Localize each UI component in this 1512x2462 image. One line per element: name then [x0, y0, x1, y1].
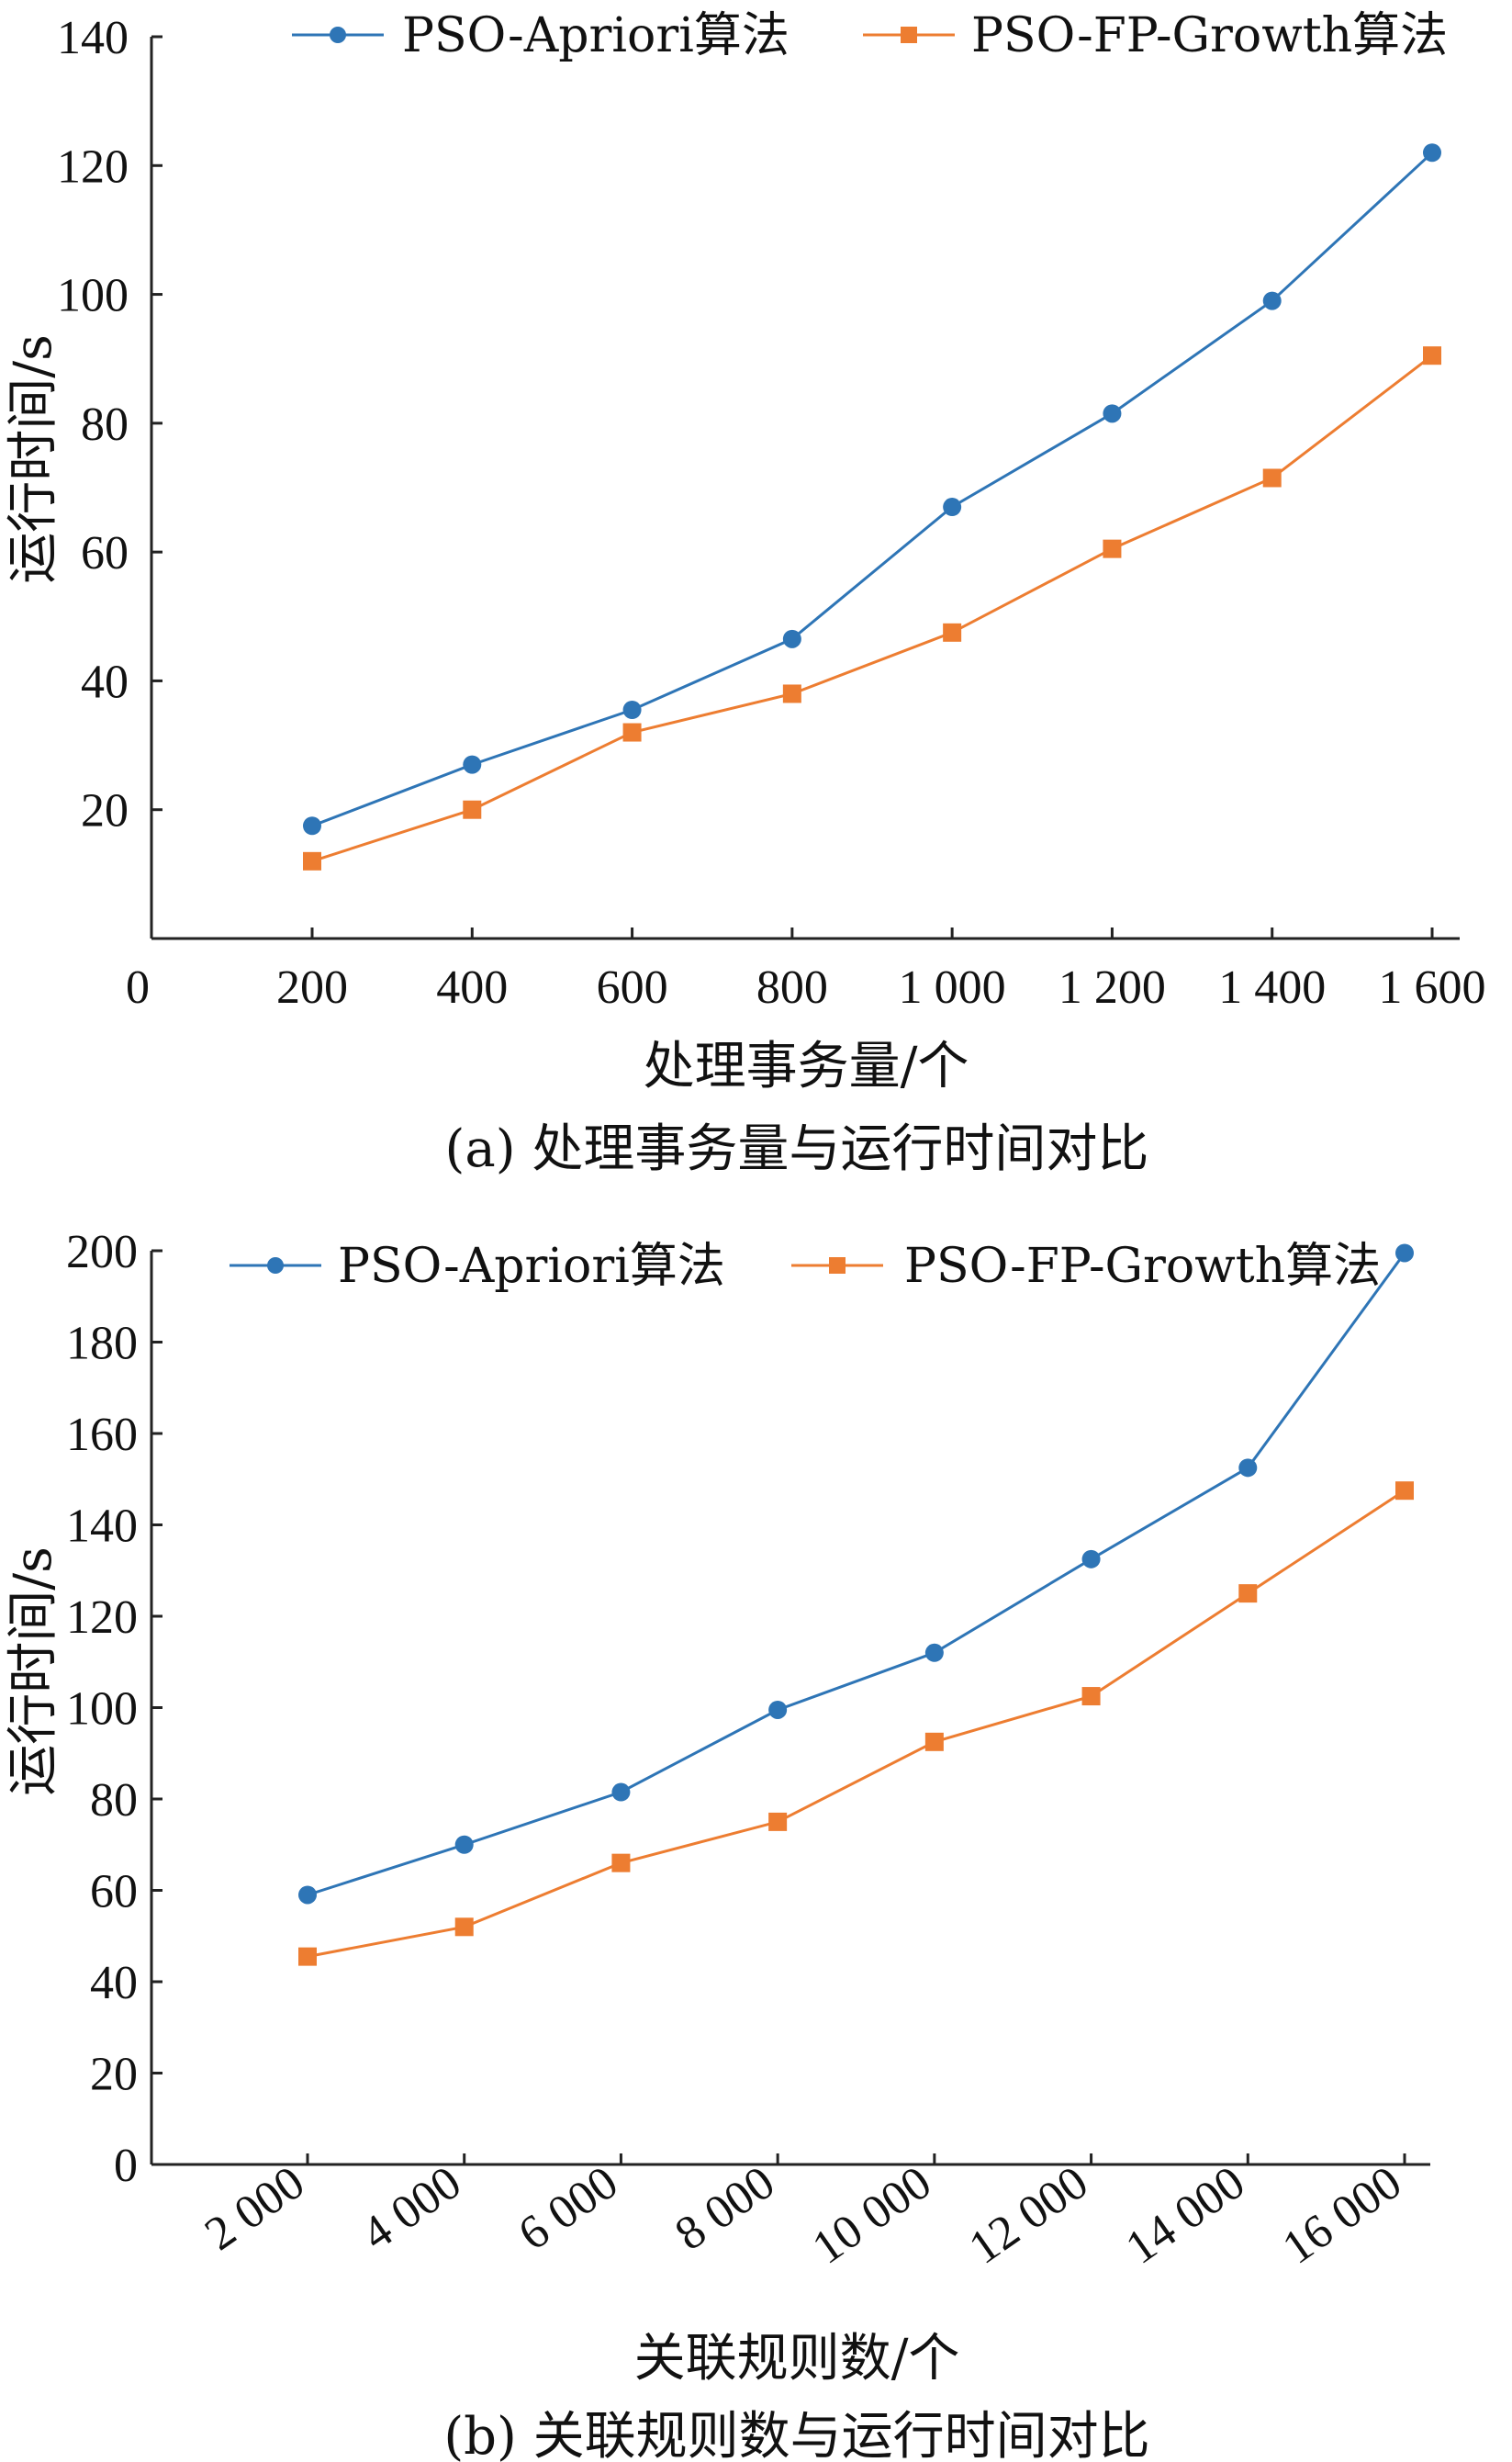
- chart-a: PSO-Apriori算法 PSO-FP-Growth算法 20 40 60 80 10…: [4, 8, 1486, 1179]
- chart-b-legend: PSO-Apriori算法 PSO-FP-Growth算法: [230, 1239, 1381, 1294]
- fpgrowth-point: [1238, 1584, 1258, 1603]
- x-tick-label: 14 000: [1116, 2156, 1254, 2275]
- y-tick-label: 80: [90, 1774, 138, 1827]
- y-tick-label: 60: [81, 527, 129, 579]
- x-tick-label: 12 000: [960, 2156, 1098, 2275]
- fpgrowth-point: [454, 1917, 474, 1937]
- apriori-point: [622, 700, 642, 719]
- x-tick-label: 8 000: [666, 2156, 784, 2261]
- chart-a-y-ticks: 20 40 60 80 100 120 140: [57, 12, 162, 838]
- legend-fpgrowth-label: PSO-FP-Growth算法: [971, 8, 1448, 63]
- apriori-point: [943, 498, 962, 517]
- x-tick-label: 1 600: [1379, 961, 1486, 1014]
- series-line-apriori: [307, 1252, 1406, 1896]
- y-tick-label: 140: [66, 1501, 138, 1553]
- chart-a-x-axis-title: 处理事务量/个: [644, 1037, 969, 1096]
- apriori-point: [454, 1835, 474, 1854]
- apriori-point: [1238, 1458, 1258, 1478]
- chart-b: PSO-Apriori算法 PSO-FP-Growth算法 0 20 40 60 80 1…: [4, 1226, 1430, 2462]
- x-tick-label: 600: [597, 961, 668, 1014]
- x-tick-label: 2 000: [196, 2156, 314, 2261]
- x-tick-label: 1 200: [1058, 961, 1166, 1014]
- fpgrowth-point: [463, 800, 482, 819]
- y-tick-label: 140: [57, 12, 129, 64]
- series-line-apriori: [311, 152, 1434, 827]
- fpgrowth-point: [1395, 1481, 1414, 1501]
- x-tick-label: 6 000: [510, 2156, 628, 2261]
- legend-apriori-marker: [267, 1257, 284, 1274]
- legend-apriori-label: PSO-Apriori算法: [402, 8, 790, 63]
- series-line-fpgrowth: [307, 1489, 1406, 1959]
- y-tick-label: 200: [66, 1226, 138, 1278]
- apriori-point: [1423, 143, 1441, 163]
- y-tick-label: 100: [66, 1683, 138, 1736]
- y-tick-label: 100: [57, 270, 129, 322]
- fpgrowth-point: [622, 723, 642, 742]
- y-tick-label: 40: [90, 1957, 138, 2009]
- y-tick-label: 40: [81, 656, 129, 708]
- apriori-point: [1395, 1243, 1414, 1263]
- x-tick-label: 4 000: [353, 2156, 471, 2261]
- chart-b-series: [298, 1243, 1414, 1966]
- chart-b-x-axis-title: 关联规则数/个: [634, 2329, 960, 2389]
- chart-b-x-ticks: 2 000 4 000 6 000 8 000 10 000 12 000 14 000 16…: [196, 2153, 1411, 2275]
- legend-apriori-label: PSO-Apriori算法: [338, 1239, 725, 1294]
- apriori-point: [768, 1700, 788, 1719]
- x-tick-label: 10 000: [803, 2156, 941, 2275]
- y-tick-label: 20: [90, 2049, 138, 2101]
- apriori-point: [298, 1885, 317, 1905]
- apriori-point: [782, 629, 801, 648]
- y-tick-label: 120: [57, 141, 129, 193]
- fpgrowth-point: [1081, 1687, 1101, 1706]
- x-tick-label: 16 000: [1273, 2156, 1411, 2275]
- y-tick-label: 60: [90, 1866, 138, 1918]
- series-line-fpgrowth: [311, 354, 1433, 863]
- y-tick-label: 80: [81, 399, 129, 451]
- apriori-point: [463, 755, 482, 774]
- fpgrowth-point: [1423, 346, 1441, 365]
- fpgrowth-point: [782, 684, 801, 703]
- apriori-point: [611, 1782, 631, 1802]
- chart-a-series: [303, 143, 1441, 871]
- y-tick-label: 120: [66, 1591, 138, 1644]
- x-tick-label: 800: [756, 961, 828, 1014]
- chart-b-caption: (b) 关联规则数与运行时间对比: [443, 2407, 1149, 2462]
- x-tick-label: 200: [276, 961, 348, 1014]
- legend-fpgrowth-marker: [901, 27, 917, 43]
- chart-a-y-axis-title: 运行时间/s: [4, 334, 63, 584]
- fpgrowth-point: [303, 851, 321, 871]
- legend-apriori-marker: [330, 27, 346, 43]
- chart-b-y-ticks: 0 20 40 60 80 100 120 140 160 180 200: [66, 1226, 162, 2192]
- fpgrowth-point: [611, 1853, 631, 1872]
- apriori-point: [303, 816, 321, 836]
- apriori-point: [924, 1643, 944, 1662]
- legend-fpgrowth-marker: [829, 1257, 846, 1274]
- y-tick-label: 0: [114, 2140, 138, 2192]
- y-tick-label: 20: [81, 785, 129, 838]
- apriori-point: [1103, 404, 1122, 423]
- fpgrowth-point: [1103, 539, 1122, 558]
- chart-a-caption: (a) 处理事务量与运行时间对比: [445, 1119, 1149, 1179]
- fpgrowth-point: [298, 1947, 317, 1966]
- x-tick-label: 400: [436, 961, 508, 1014]
- fpgrowth-point: [943, 623, 962, 642]
- apriori-point: [1081, 1549, 1101, 1568]
- x-tick-label: 1 000: [899, 961, 1006, 1014]
- apriori-point: [1262, 291, 1282, 310]
- chart-a-legend: PSO-Apriori算法 PSO-FP-Growth算法: [292, 8, 1448, 63]
- chart-a-x-origin-label: 0: [126, 961, 150, 1014]
- fpgrowth-point: [768, 1812, 788, 1831]
- x-tick-label: 1 400: [1218, 961, 1326, 1014]
- y-tick-label: 180: [66, 1318, 138, 1370]
- fpgrowth-point: [1262, 468, 1282, 488]
- legend-fpgrowth-label: PSO-FP-Growth算法: [904, 1239, 1381, 1294]
- chart-b-y-axis-title: 运行时间/s: [4, 1546, 63, 1796]
- fpgrowth-point: [924, 1732, 944, 1751]
- chart-a-x-ticks: 200 400 600 800 1 000 1 200 1 400 1 600: [276, 927, 1486, 1014]
- y-tick-label: 160: [66, 1409, 138, 1461]
